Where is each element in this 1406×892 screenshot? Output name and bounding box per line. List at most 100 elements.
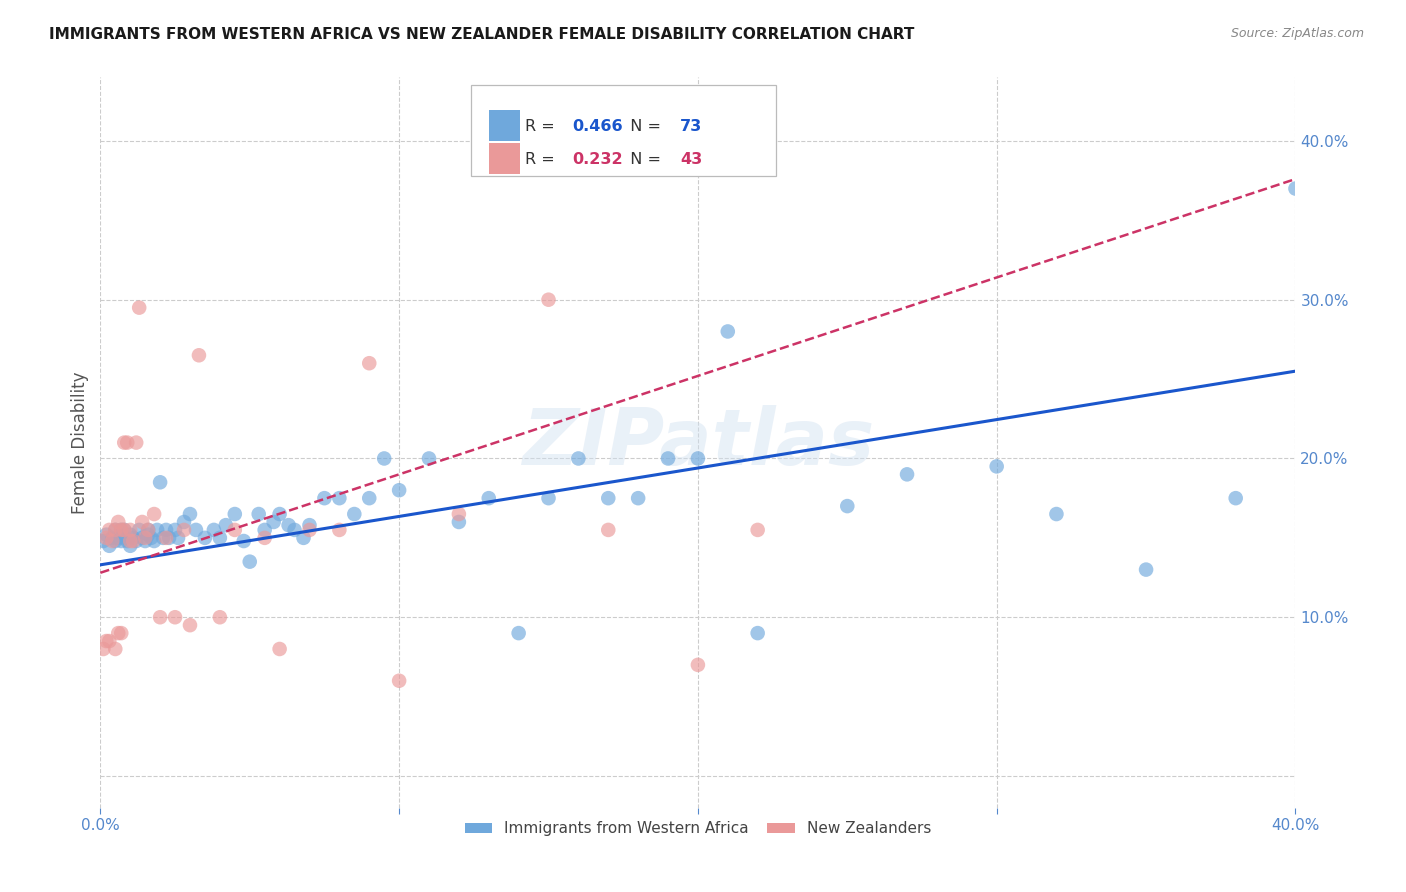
- Point: [1225, 491, 1247, 505]
- Point: [1135, 563, 1157, 577]
- Point: [359, 356, 381, 370]
- Point: [298, 518, 321, 533]
- Text: N =: N =: [620, 119, 666, 134]
- Point: [155, 523, 177, 537]
- Point: [328, 523, 350, 537]
- Point: [104, 523, 127, 537]
- Point: [91, 642, 114, 657]
- Point: [388, 483, 411, 498]
- Point: [136, 523, 159, 537]
- Point: [163, 610, 186, 624]
- Point: [224, 523, 246, 537]
- Text: Source: ZipAtlas.com: Source: ZipAtlas.com: [1230, 27, 1364, 40]
- Point: [136, 527, 159, 541]
- Point: [96, 634, 118, 648]
- Point: [120, 527, 142, 541]
- Point: [747, 626, 769, 640]
- Point: [269, 642, 291, 657]
- Point: [112, 523, 135, 537]
- Point: [96, 527, 118, 541]
- Point: [202, 523, 225, 537]
- Point: [120, 539, 142, 553]
- Point: [173, 523, 195, 537]
- Point: [167, 531, 190, 545]
- Point: [139, 531, 162, 545]
- Point: [101, 534, 124, 549]
- Text: 43: 43: [681, 152, 702, 167]
- Point: [143, 534, 166, 549]
- Point: [110, 523, 132, 537]
- Point: [98, 634, 121, 648]
- Text: R =: R =: [524, 119, 560, 134]
- Text: 0.232: 0.232: [572, 152, 623, 167]
- Point: [253, 523, 276, 537]
- Point: [91, 534, 114, 549]
- Text: 73: 73: [681, 119, 702, 134]
- Point: [253, 531, 276, 545]
- Point: [112, 531, 135, 545]
- Point: [125, 534, 148, 549]
- Point: [247, 507, 270, 521]
- Point: [239, 555, 262, 569]
- Point: [837, 499, 859, 513]
- Point: [134, 531, 156, 545]
- Point: [131, 515, 153, 529]
- Point: [107, 515, 129, 529]
- Point: [314, 491, 336, 505]
- Point: [187, 348, 209, 362]
- Point: [298, 523, 321, 537]
- Point: [686, 451, 709, 466]
- Point: [208, 531, 231, 545]
- Point: [447, 515, 470, 529]
- Text: N =: N =: [620, 152, 666, 167]
- Point: [208, 610, 231, 624]
- Point: [128, 301, 150, 315]
- Point: [112, 523, 135, 537]
- FancyBboxPatch shape: [471, 85, 776, 176]
- Point: [157, 531, 180, 545]
- Point: [598, 523, 620, 537]
- Point: [747, 523, 769, 537]
- Point: [277, 518, 299, 533]
- Point: [122, 531, 145, 545]
- Point: [447, 507, 470, 521]
- Point: [717, 325, 740, 339]
- Point: [104, 642, 127, 657]
- Point: [686, 657, 709, 672]
- Point: [537, 491, 560, 505]
- Legend: Immigrants from Western Africa, New Zealanders: Immigrants from Western Africa, New Zeal…: [457, 814, 939, 844]
- Point: [96, 531, 118, 545]
- Point: [418, 451, 440, 466]
- Point: [115, 534, 138, 549]
- Point: [104, 534, 127, 549]
- Point: [120, 523, 142, 537]
- Point: [112, 435, 135, 450]
- Point: [1284, 181, 1306, 195]
- Point: [1045, 507, 1067, 521]
- Point: [125, 435, 148, 450]
- Point: [143, 507, 166, 521]
- Point: [283, 523, 305, 537]
- Text: IMMIGRANTS FROM WESTERN AFRICA VS NEW ZEALANDER FEMALE DISABILITY CORRELATION CH: IMMIGRANTS FROM WESTERN AFRICA VS NEW ZE…: [49, 27, 914, 42]
- Point: [104, 523, 127, 537]
- Point: [120, 534, 142, 549]
- Point: [343, 507, 366, 521]
- Point: [328, 491, 350, 505]
- Point: [128, 523, 150, 537]
- Point: [184, 523, 207, 537]
- Point: [232, 534, 254, 549]
- Point: [627, 491, 650, 505]
- Point: [657, 451, 679, 466]
- Point: [224, 507, 246, 521]
- Y-axis label: Female Disability: Female Disability: [72, 371, 89, 514]
- Point: [537, 293, 560, 307]
- Point: [508, 626, 530, 640]
- Text: R =: R =: [524, 152, 560, 167]
- Point: [131, 531, 153, 545]
- Point: [567, 451, 589, 466]
- Point: [136, 523, 159, 537]
- Point: [269, 507, 291, 521]
- Point: [122, 534, 145, 549]
- Point: [110, 534, 132, 549]
- Text: ZIPatlas: ZIPatlas: [522, 405, 875, 481]
